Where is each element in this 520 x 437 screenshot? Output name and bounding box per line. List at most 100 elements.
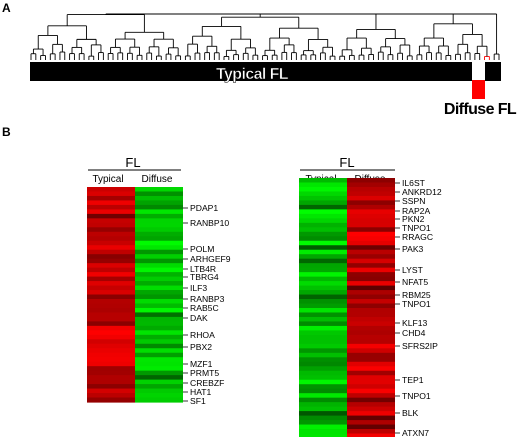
heatmap-cell [299, 218, 347, 224]
heatmap-cell [87, 357, 135, 363]
heatmap-cell [135, 204, 183, 210]
heatmap-cell [135, 213, 183, 219]
gene-label: NFAT5 [402, 277, 428, 287]
heatmap-cell [347, 213, 395, 219]
heatmap-cell [87, 379, 135, 385]
heatmap-cell [347, 249, 395, 255]
heatmap-cell [347, 339, 395, 345]
heatmap-cell [87, 195, 135, 202]
heatmap-cell [135, 375, 183, 381]
heatmap-cell [135, 357, 183, 363]
heatmap-cell [87, 191, 135, 197]
gene-label: ANKRD12 [402, 187, 442, 197]
heatmap-cell [347, 254, 395, 260]
heatmap-cell [135, 240, 183, 246]
gene-label: HAT1 [190, 387, 212, 397]
right-gene-labels: IL6STANKRD12SSPNRAP2APKN2TNPO1RRAGCPAK3L… [395, 178, 442, 437]
heatmap-cell [347, 299, 395, 305]
heatmap-cell [87, 366, 135, 372]
heatmap-cell [135, 334, 183, 340]
diffuse-fl-bar [472, 80, 485, 99]
heatmap-cell [87, 388, 135, 394]
heatmap-cell [299, 375, 347, 381]
heatmap-cell [299, 334, 347, 340]
heatmap-cell [347, 330, 395, 336]
heatmap-cell [299, 321, 347, 327]
left-fl-title: FL [125, 155, 140, 170]
heatmap-cell [299, 254, 347, 260]
heatmap-cell [135, 348, 183, 354]
gene-label: ARHGEF9 [190, 254, 231, 264]
heatmap-cell [135, 384, 183, 390]
heatmap-cell [87, 218, 135, 224]
heatmap-cell [87, 325, 135, 331]
gene-label: TBRG4 [190, 272, 219, 282]
gene-label: TNPO1 [402, 223, 431, 233]
heatmap-cell [135, 281, 183, 287]
gene-label: PRMT5 [190, 368, 219, 378]
gene-label: RANBP3 [190, 294, 225, 304]
typical-fl-label: Typical FL [216, 66, 289, 83]
heatmap-cell [347, 415, 395, 421]
heatmap-cell [135, 200, 183, 206]
heatmap-cell [347, 312, 395, 318]
heatmap-cell [135, 249, 183, 255]
heatmap-cell [135, 195, 183, 202]
right-fl-title: FL [339, 155, 354, 170]
heatmap-cell [87, 321, 135, 327]
heatmap-cell [135, 245, 183, 251]
gene-label: PAK3 [402, 244, 424, 254]
heatmap-cell [347, 352, 395, 358]
heatmap-cell [135, 397, 183, 403]
heatmap-cell [347, 200, 395, 206]
heatmap-cell [347, 420, 395, 426]
heatmap-cell [299, 397, 347, 403]
heatmap-cell [135, 325, 183, 331]
heatmap-cell [347, 240, 395, 246]
heatmap-cell [135, 254, 183, 260]
heatmap-cell [347, 281, 395, 287]
gene-label: MZF1 [190, 359, 213, 369]
heatmap-cell [299, 366, 347, 372]
heatmap-cell [347, 334, 395, 340]
heatmap-cell [135, 379, 183, 385]
gene-label: LYST [402, 265, 424, 275]
heatmap-cell [347, 366, 395, 372]
heatmap-cell [299, 195, 347, 202]
heatmap-cell [347, 195, 395, 202]
gene-label: POLM [190, 244, 214, 254]
gene-label: IL6ST [402, 178, 426, 188]
heatmap-cell [347, 357, 395, 363]
heatmap-cell [87, 361, 135, 367]
heatmap-cell [347, 178, 395, 184]
left-gene-labels: PDAP1 RANBP10 POLMARHGEF9LTB4RTBRG4ILF3RAN… [183, 203, 231, 406]
heatmap-cell [347, 267, 395, 273]
gene-label: DAK [190, 313, 208, 323]
gene-label: KLF13 [402, 318, 428, 328]
heatmap-cell [299, 231, 347, 237]
heatmap-cell [135, 222, 183, 228]
heatmap-cell [299, 204, 347, 210]
heatmap-cell [87, 375, 135, 381]
heatmap-cell [87, 213, 135, 219]
gene-label: TEP1 [402, 375, 424, 385]
heatmap-cell [135, 361, 183, 367]
heatmap-cell [135, 285, 183, 291]
heatmap-cell [87, 231, 135, 237]
heatmap-cell [87, 200, 135, 206]
heatmap-cell [347, 397, 395, 403]
gene-label: RHOA [190, 330, 215, 340]
heatmap-cell [87, 281, 135, 287]
heatmap-cell [299, 330, 347, 336]
heatmap-cell [87, 384, 135, 390]
heatmap-cell [135, 276, 183, 282]
heatmap-cell [299, 411, 347, 417]
heatmap-cell [87, 303, 135, 309]
heatmap-cell [347, 384, 395, 390]
dendrogram [30, 13, 500, 60]
heatmap-cell [135, 218, 183, 224]
right-heatmap [299, 178, 395, 437]
heatmap-cell [299, 186, 347, 193]
heatmap-cell [299, 285, 347, 291]
heatmap-cell [135, 388, 183, 394]
